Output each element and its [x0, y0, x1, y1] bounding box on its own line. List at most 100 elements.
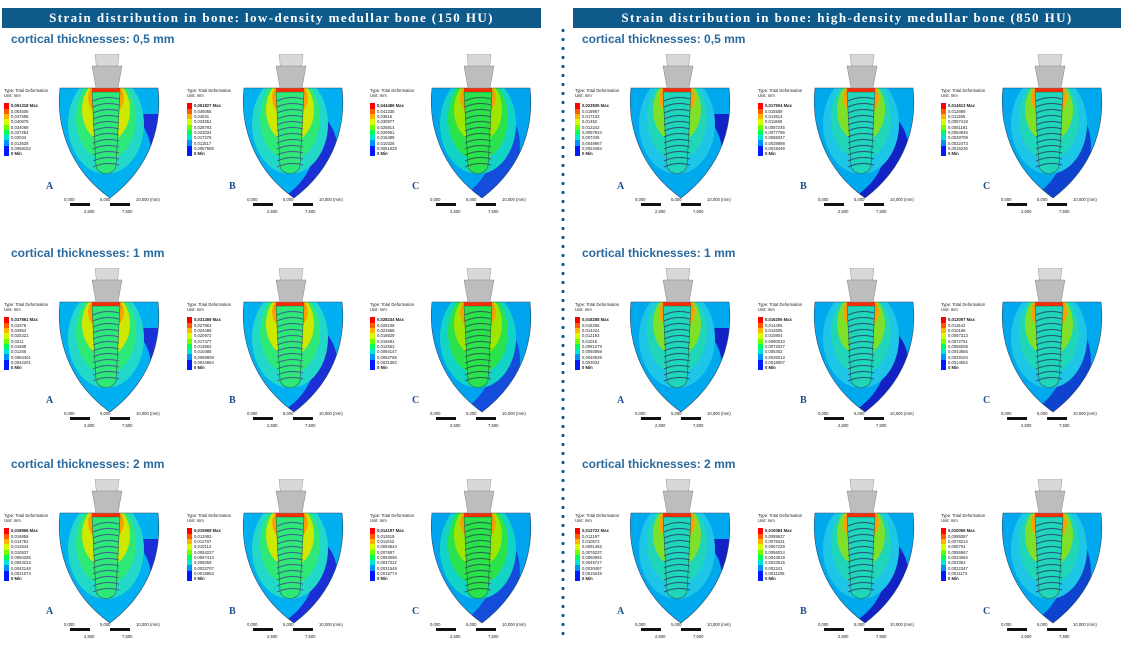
- legend-entry: 0,047695: [4, 114, 64, 120]
- scale-tick-label: 7,500: [305, 634, 316, 639]
- legend-swatch: [4, 322, 9, 328]
- legend-value: 0,01266: [11, 349, 27, 355]
- legend-swatch: [575, 533, 580, 539]
- legend-value: 0,040879: [11, 119, 29, 125]
- scale-bar-line: [436, 203, 516, 206]
- legend-value: 0 Min: [765, 365, 776, 371]
- legend-value: 0,010326: [377, 140, 395, 146]
- legend-swatch: [758, 140, 763, 146]
- legend-value: 0,03375: [11, 322, 27, 328]
- fea-model-image: [431, 267, 532, 413]
- fea-model-image: [630, 53, 731, 199]
- scale-bar-line: [641, 628, 721, 631]
- legend-swatch: [758, 129, 763, 136]
- legend-value: 0 Min: [194, 151, 205, 157]
- legend-value: 0,010673: [582, 539, 600, 545]
- scale-tick-label: 10,000 (mm): [890, 197, 914, 202]
- legend-swatch: [941, 151, 946, 157]
- legend-swatch: [758, 349, 763, 355]
- legend-entry: 0,015968 Max: [187, 528, 247, 534]
- legend-value: 0,0031548: [377, 565, 397, 571]
- scale-bar: 0,000 5,000 10,000 (mm) 2,500 7,500: [818, 409, 914, 429]
- legend-value: 0,025321: [11, 333, 29, 339]
- legend-entry: 0,010084 Max: [758, 528, 818, 534]
- scale-tick-label: 5,000: [1037, 197, 1048, 202]
- legend-entry: 0,010112: [187, 544, 247, 550]
- legend-entry: 0,0011205: [758, 570, 818, 577]
- scale-tick-label: 10,000 (mm): [136, 622, 160, 627]
- scale-tick-label: 0,000: [64, 622, 75, 627]
- legend-swatch: [758, 533, 763, 539]
- panel-label: B: [229, 395, 236, 406]
- legend-entry: 0,011797: [187, 539, 247, 545]
- legend-swatch: [941, 145, 946, 152]
- scale-tick-label: 5,000: [671, 197, 682, 202]
- legend-entry: 0,014224: [575, 328, 635, 334]
- legend-entry: 0 Min: [575, 151, 635, 157]
- fea-panel: Type: Total Deformation Unit: mm 0,044486 …: [368, 53, 551, 232]
- legend-entry: 0 Min: [758, 576, 818, 582]
- scale-bar: 0,000 5,000 10,000 (mm) 2,500 7,500: [1001, 409, 1097, 429]
- legend-entry: 0,025106: [370, 322, 430, 328]
- scale-tick-label: 10,000 (mm): [502, 197, 526, 202]
- legend-entry: 0 Min: [370, 365, 430, 371]
- legend-value: 0 Min: [11, 576, 22, 582]
- legend-value: 0,023034: [194, 129, 212, 135]
- legend-value: 0,012197: [582, 533, 600, 539]
- legend-value: 0,0033707: [194, 565, 214, 571]
- scale-tick-label: 0,000: [247, 197, 258, 202]
- legend-swatch: [575, 129, 580, 136]
- legend-swatch: [370, 338, 375, 344]
- legend-swatch: [370, 576, 375, 582]
- legend-entry: 0,0047322: [370, 560, 430, 566]
- legend-value: 0 Min: [582, 365, 593, 371]
- scale-tick-label: 0,000: [430, 197, 441, 202]
- legend-swatch: [758, 328, 763, 334]
- legend-swatch: [4, 365, 9, 371]
- scale-tick-label: 5,000: [671, 411, 682, 416]
- legend-value: 0,002241: [765, 565, 783, 571]
- legend-swatch: [758, 576, 763, 582]
- legend-swatch: [758, 359, 763, 366]
- legend-entry: 0,046065: [187, 108, 247, 114]
- legend-value: 0,0033615: [765, 560, 785, 566]
- fea-model: [426, 267, 536, 414]
- legend-value: 0,0042148: [11, 565, 31, 571]
- legend-value: 0,025106: [377, 322, 395, 328]
- fea-panel: Type: Total Deformation Unit: mm 0,010056 …: [939, 478, 1121, 657]
- legend-value: 0,0016236: [948, 145, 968, 151]
- legend-swatch: [4, 124, 9, 130]
- fea-model: [54, 267, 164, 414]
- legend-value: 0 Min: [194, 576, 205, 582]
- scale-tick-label: 2,500: [267, 423, 278, 428]
- scale-bar-segment: [884, 203, 904, 206]
- legend-entry: 0,011517: [187, 140, 247, 146]
- scale-bar-line: [436, 417, 516, 420]
- legend-type: Type: Total Deformation: [370, 88, 415, 93]
- legend-value: 0,03616: [377, 114, 393, 120]
- scale-tick-label: 10,000 (mm): [502, 411, 526, 416]
- fea-model-image: [431, 478, 532, 624]
- scale-bar-segment: [273, 417, 293, 420]
- legend-value: 0,0072027: [765, 343, 785, 349]
- scale-tick-label: 2,500: [84, 423, 95, 428]
- legend-swatch: [370, 114, 375, 120]
- legend-entry: 0,051827 Max: [187, 103, 247, 109]
- row-heading: cortical thicknesses: 0,5 mm: [582, 32, 746, 46]
- legend-entry: 0,0031548: [370, 565, 430, 571]
- legend-entry: 0,017504 Max: [758, 103, 818, 109]
- legend-swatch: [941, 570, 946, 577]
- legend-swatch: [187, 145, 192, 152]
- legend-swatch: [575, 108, 580, 114]
- legend-swatch: [575, 317, 580, 323]
- scale-tick-label: 5,000: [283, 197, 294, 202]
- legend-value: 0,005402: [765, 349, 783, 355]
- legend-swatch: [370, 565, 375, 571]
- legend-unit: Unit: mm: [4, 307, 21, 313]
- legend-swatch: [4, 560, 9, 566]
- legend-value: 0,0084227: [194, 549, 214, 555]
- legend-entry: 0,0078214: [941, 539, 1001, 545]
- legend-entry: 0,011365: [941, 114, 1001, 120]
- legend-swatch: [4, 328, 9, 334]
- legend-entry: 0,013722 Max: [575, 528, 635, 534]
